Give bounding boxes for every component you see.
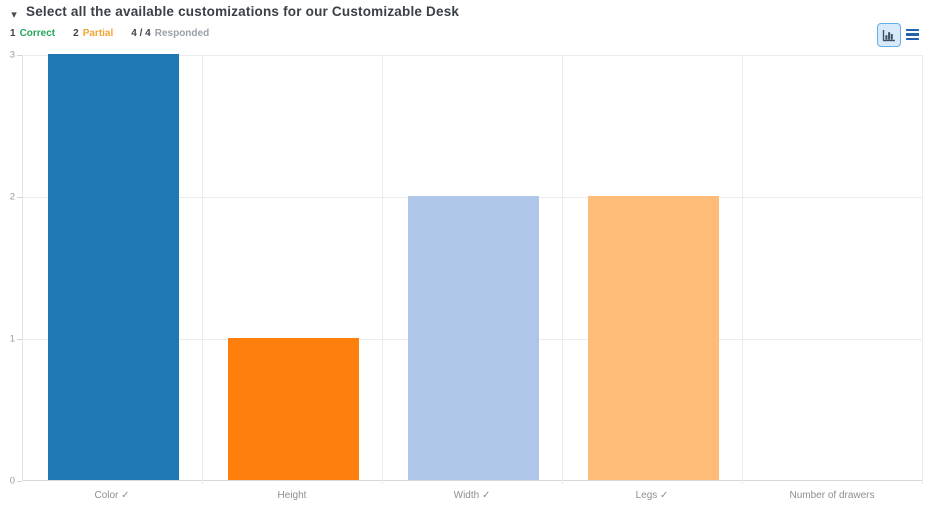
y-tick-mark <box>17 339 22 340</box>
y-tick-mark <box>17 55 22 56</box>
x-category-label: Legs ✓ <box>635 490 669 501</box>
y-tick-mark <box>17 481 22 482</box>
list-icon <box>906 37 919 41</box>
y-tick-label: 1 <box>9 333 15 345</box>
bar-color--[interactable] <box>47 54 179 480</box>
category-gridline <box>562 55 563 484</box>
responded-label: Responded <box>154 28 210 39</box>
y-tick-label: 3 <box>9 49 15 61</box>
response-stats: 1 Correct 2 Partial 4 / 4 Responded <box>10 28 209 39</box>
y-tick-label: 2 <box>9 191 15 203</box>
chart-view-button[interactable] <box>877 23 901 47</box>
plot-area <box>22 54 923 484</box>
correct-stat: 1 Correct <box>10 28 55 39</box>
category-gridline <box>922 55 923 484</box>
x-category-label: Number of drawers <box>789 490 875 501</box>
partial-stat: 2 Partial <box>73 28 113 39</box>
y-tick-label: 0 <box>9 475 15 487</box>
collapse-caret-icon[interactable]: ▾ <box>11 9 17 21</box>
partial-label: Partial <box>82 28 114 39</box>
list-icon <box>906 28 919 32</box>
bar-chart-icon <box>882 29 896 42</box>
bar-width--[interactable] <box>407 196 539 480</box>
partial-count: 2 <box>73 28 79 39</box>
correct-label: Correct <box>19 28 56 39</box>
question-title: Select all the available customizations … <box>26 4 460 19</box>
responded-stat: 4 / 4 Responded <box>131 28 209 39</box>
list-icon <box>906 33 919 36</box>
list-view-button[interactable] <box>906 27 922 42</box>
responded-count: 4 / 4 <box>131 28 151 39</box>
bar-legs--[interactable] <box>587 196 719 480</box>
x-category-label: Height <box>277 490 307 501</box>
category-gridline <box>202 55 203 484</box>
bar-height[interactable] <box>227 338 359 480</box>
category-gridline <box>382 55 383 484</box>
x-category-label: Width ✓ <box>453 490 491 501</box>
x-category-label: Color ✓ <box>94 490 130 501</box>
x-axis-labels: Color ✓ Height Width ✓ Legs ✓ Number of draw… <box>22 490 922 504</box>
y-tick-mark <box>17 197 22 198</box>
correct-count: 1 <box>10 28 16 39</box>
y-gridline <box>23 55 922 56</box>
category-gridline <box>742 55 743 484</box>
